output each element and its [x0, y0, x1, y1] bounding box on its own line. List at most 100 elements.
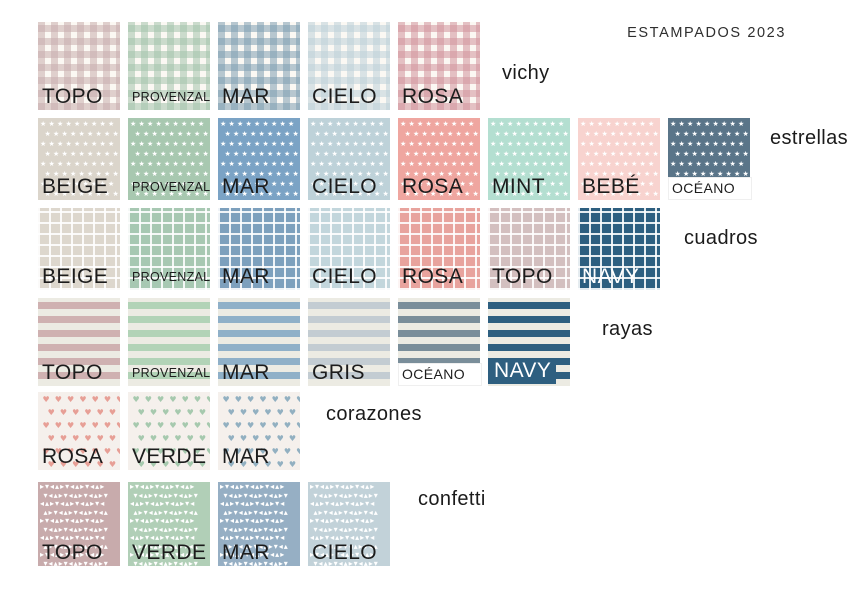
swatch-texture: ▸▾◂▴▸▾◂▴▸▾◂▴▸ ▾◂▴▸▾◂▴▸▾◂▴▸▾ ◂▴▸▾◂▴▸▾◂▴▸▾… [128, 482, 210, 566]
swatch-texture: ★ ★ ★ ★ ★ ★ ★ ★ ★ ★ ★ ★ ★ ★ ★ ★ ★ ★ ★ ★ … [398, 118, 480, 200]
swatch-texture [488, 208, 570, 290]
swatch-confetti-2: ▸▾◂▴▸▾◂▴▸▾◂▴▸ ▾◂▴▸▾◂▴▸▾◂▴▸▾ ◂▴▸▾◂▴▸▾◂▴▸▾… [218, 482, 300, 566]
swatch-estrellas-0: ★ ★ ★ ★ ★ ★ ★ ★ ★ ★ ★ ★ ★ ★ ★ ★ ★ ★ ★ ★ … [38, 118, 120, 200]
swatch-texture: ★ ★ ★ ★ ★ ★ ★ ★ ★ ★ ★ ★ ★ ★ ★ ★ ★ ★ ★ ★ … [488, 118, 570, 200]
swatch-label: TOPO [42, 84, 103, 108]
group-label-estrellas: estrellas [770, 127, 849, 149]
swatch-texture: ★ ★ ★ ★ ★ ★ ★ ★ ★ ★ ★ ★ ★ ★ ★ ★ ★ ★ ★ ★ … [38, 118, 120, 200]
swatch-label: TOPO [42, 540, 103, 564]
swatch-rayas-1: PROVENZAL [128, 298, 210, 386]
swatch-label: TOPO [42, 360, 103, 384]
swatch-texture [398, 208, 480, 290]
swatch-rayas-4: OCÉANO [398, 298, 482, 386]
page-title: ESTAMPADOS 2023 [627, 25, 786, 41]
swatch-cuadros-2: MAR [218, 208, 300, 290]
swatch-texture [578, 208, 660, 290]
swatch-texture [218, 208, 300, 290]
swatch-texture [308, 208, 390, 290]
texture-glyphs: ♥ ♥ ♥ ♥ ♥ ♥ ♥ ♥ ♥ ♥ ♥ ♥ ♥ ♥ ♥ ♥ ♥ ♥ ♥ ♥ … [42, 395, 120, 469]
swatch-texture: ★ ★ ★ ★ ★ ★ ★ ★ ★ ★ ★ ★ ★ ★ ★ ★ ★ ★ ★ ★ … [668, 118, 750, 179]
swatch-label: BEIGE [42, 174, 109, 198]
swatch-confetti-3: ▸▾◂▴▸▾◂▴▸▾◂▴▸ ▾◂▴▸▾◂▴▸▾◂▴▸▾ ◂▴▸▾◂▴▸▾◂▴▸▾… [308, 482, 390, 566]
group-label-confetti: confetti [418, 488, 486, 510]
texture-glyphs: ♥ ♥ ♥ ♥ ♥ ♥ ♥ ♥ ♥ ♥ ♥ ♥ ♥ ♥ ♥ ♥ ♥ ♥ ♥ ♥ … [222, 395, 300, 469]
swatch-texture: ▸▾◂▴▸▾◂▴▸▾◂▴▸ ▾◂▴▸▾◂▴▸▾◂▴▸▾ ◂▴▸▾◂▴▸▾◂▴▸▾… [38, 482, 120, 566]
pattern-row-rayas: TOPO PROVENZAL MAR GRIS OCÉANO NAVY rayas [38, 298, 848, 386]
swatch-vichy-0: TOPO [38, 22, 120, 110]
swatch-rayas-3: GRIS [308, 298, 390, 386]
swatch-label: PROVENZAL [132, 365, 211, 380]
swatch-texture: ♥ ♥ ♥ ♥ ♥ ♥ ♥ ♥ ♥ ♥ ♥ ♥ ♥ ♥ ♥ ♥ ♥ ♥ ♥ ♥ … [38, 392, 120, 470]
swatch-estrellas-2: ★ ★ ★ ★ ★ ★ ★ ★ ★ ★ ★ ★ ★ ★ ★ ★ ★ ★ ★ ★ … [218, 118, 300, 200]
texture-glyphs: ▸▾◂▴▸▾◂▴▸▾◂▴▸ ▾◂▴▸▾◂▴▸▾◂▴▸▾ ◂▴▸▾◂▴▸▾◂▴▸▾… [220, 482, 289, 566]
swatch-label: CIELO [312, 540, 378, 564]
swatch-cuadros-5: TOPO [488, 208, 570, 290]
swatch-label: CIELO [312, 84, 378, 108]
swatch-corazones-2: ♥ ♥ ♥ ♥ ♥ ♥ ♥ ♥ ♥ ♥ ♥ ♥ ♥ ♥ ♥ ♥ ♥ ♥ ♥ ♥ … [218, 392, 300, 470]
swatch-label: ROSA [42, 444, 104, 468]
swatch-texture [38, 22, 120, 110]
swatch-cuadros-3: CIELO [308, 208, 390, 290]
swatch-texture [128, 298, 210, 386]
swatch-vichy-3: CIELO [308, 22, 390, 110]
swatch-texture [308, 22, 390, 110]
swatch-cuadros-6: NAVY [578, 208, 660, 290]
swatch-vichy-2: MAR [218, 22, 300, 110]
swatch-estrellas-4: ★ ★ ★ ★ ★ ★ ★ ★ ★ ★ ★ ★ ★ ★ ★ ★ ★ ★ ★ ★ … [398, 118, 480, 200]
group-label-rayas: rayas [602, 318, 653, 340]
swatch-label: ROSA [402, 84, 464, 108]
swatch-estrellas-3: ★ ★ ★ ★ ★ ★ ★ ★ ★ ★ ★ ★ ★ ★ ★ ★ ★ ★ ★ ★ … [308, 118, 390, 200]
swatch-cuadros-0: BEIGE [38, 208, 120, 290]
swatch-label: MAR [222, 360, 270, 384]
pattern-row-corazones: ♥ ♥ ♥ ♥ ♥ ♥ ♥ ♥ ♥ ♥ ♥ ♥ ♥ ♥ ♥ ♥ ♥ ♥ ♥ ♥ … [38, 392, 848, 470]
swatch-label: BEIGE [42, 264, 109, 288]
swatch-label: PROVENZAL [132, 89, 211, 104]
swatch-texture [38, 208, 120, 290]
swatch-texture: ♥ ♥ ♥ ♥ ♥ ♥ ♥ ♥ ♥ ♥ ♥ ♥ ♥ ♥ ♥ ♥ ♥ ♥ ♥ ♥ … [218, 392, 300, 470]
texture-glyphs: ★ ★ ★ ★ ★ ★ ★ ★ ★ ★ ★ ★ ★ ★ ★ ★ ★ ★ ★ ★ … [310, 120, 389, 198]
texture-glyphs: ★ ★ ★ ★ ★ ★ ★ ★ ★ ★ ★ ★ ★ ★ ★ ★ ★ ★ ★ ★ … [40, 120, 119, 198]
swatch-label: NAVY [488, 359, 556, 384]
swatch-texture [38, 298, 120, 386]
swatch-label: GRIS [312, 360, 365, 384]
swatch-rayas-5: NAVY [488, 298, 570, 386]
group-label-vichy: vichy [502, 62, 550, 84]
swatch-estrellas-7: ★ ★ ★ ★ ★ ★ ★ ★ ★ ★ ★ ★ ★ ★ ★ ★ ★ ★ ★ ★ … [668, 118, 752, 200]
swatch-label: MAR [222, 84, 270, 108]
pattern-row-vichy: TOPO PROVENZAL MAR CIELO ROSA vichy [38, 22, 848, 110]
swatch-confetti-0: ▸▾◂▴▸▾◂▴▸▾◂▴▸ ▾◂▴▸▾◂▴▸▾◂▴▸▾ ◂▴▸▾◂▴▸▾◂▴▸▾… [38, 482, 120, 566]
texture-glyphs: ★ ★ ★ ★ ★ ★ ★ ★ ★ ★ ★ ★ ★ ★ ★ ★ ★ ★ ★ ★ … [490, 120, 569, 198]
swatch-corazones-0: ♥ ♥ ♥ ♥ ♥ ♥ ♥ ♥ ♥ ♥ ♥ ♥ ♥ ♥ ♥ ♥ ♥ ♥ ♥ ♥ … [38, 392, 120, 470]
swatch-texture [398, 298, 480, 365]
pattern-row-cuadros: BEIGE PROVENZAL MAR CIELO ROSA TOPO NAVY cuadro… [38, 208, 848, 290]
swatch-label: PROVENZAL [132, 179, 211, 194]
swatch-texture [128, 208, 210, 290]
swatch-label: BEBÉ [582, 174, 640, 198]
swatch-vichy-1: PROVENZAL [128, 22, 210, 110]
swatch-label: MAR [222, 540, 270, 564]
swatch-texture: ★ ★ ★ ★ ★ ★ ★ ★ ★ ★ ★ ★ ★ ★ ★ ★ ★ ★ ★ ★ … [218, 118, 300, 200]
swatch-label: MAR [222, 444, 270, 468]
texture-glyphs: ★ ★ ★ ★ ★ ★ ★ ★ ★ ★ ★ ★ ★ ★ ★ ★ ★ ★ ★ ★ … [580, 120, 659, 198]
swatch-label: CIELO [312, 264, 378, 288]
swatch-estrellas-6: ★ ★ ★ ★ ★ ★ ★ ★ ★ ★ ★ ★ ★ ★ ★ ★ ★ ★ ★ ★ … [578, 118, 660, 200]
texture-glyphs: ▸▾◂▴▸▾◂▴▸▾◂▴▸ ▾◂▴▸▾◂▴▸▾◂▴▸▾ ◂▴▸▾◂▴▸▾◂▴▸▾… [310, 482, 379, 566]
swatch-label: ROSA [402, 174, 464, 198]
swatch-label: CIELO [312, 174, 378, 198]
swatch-texture: ▸▾◂▴▸▾◂▴▸▾◂▴▸ ▾◂▴▸▾◂▴▸▾◂▴▸▾ ◂▴▸▾◂▴▸▾◂▴▸▾… [218, 482, 300, 566]
texture-glyphs: ★ ★ ★ ★ ★ ★ ★ ★ ★ ★ ★ ★ ★ ★ ★ ★ ★ ★ ★ ★ … [670, 120, 749, 178]
group-label-cuadros: cuadros [684, 227, 758, 249]
swatch-label: ROSA [402, 264, 464, 288]
swatch-corazones-1: ♥ ♥ ♥ ♥ ♥ ♥ ♥ ♥ ♥ ♥ ♥ ♥ ♥ ♥ ♥ ♥ ♥ ♥ ♥ ♥ … [128, 392, 210, 470]
swatch-label: OCÉANO [668, 177, 752, 200]
swatch-estrellas-5: ★ ★ ★ ★ ★ ★ ★ ★ ★ ★ ★ ★ ★ ★ ★ ★ ★ ★ ★ ★ … [488, 118, 570, 200]
swatch-label: TOPO [492, 264, 553, 288]
swatch-texture [398, 22, 480, 110]
swatch-rayas-0: TOPO [38, 298, 120, 386]
pattern-row-estrellas: ★ ★ ★ ★ ★ ★ ★ ★ ★ ★ ★ ★ ★ ★ ★ ★ ★ ★ ★ ★ … [38, 118, 848, 200]
swatch-estrellas-1: ★ ★ ★ ★ ★ ★ ★ ★ ★ ★ ★ ★ ★ ★ ★ ★ ★ ★ ★ ★ … [128, 118, 210, 200]
texture-glyphs: ★ ★ ★ ★ ★ ★ ★ ★ ★ ★ ★ ★ ★ ★ ★ ★ ★ ★ ★ ★ … [400, 120, 479, 198]
swatch-label: MAR [222, 174, 270, 198]
swatch-texture: ★ ★ ★ ★ ★ ★ ★ ★ ★ ★ ★ ★ ★ ★ ★ ★ ★ ★ ★ ★ … [128, 118, 210, 200]
